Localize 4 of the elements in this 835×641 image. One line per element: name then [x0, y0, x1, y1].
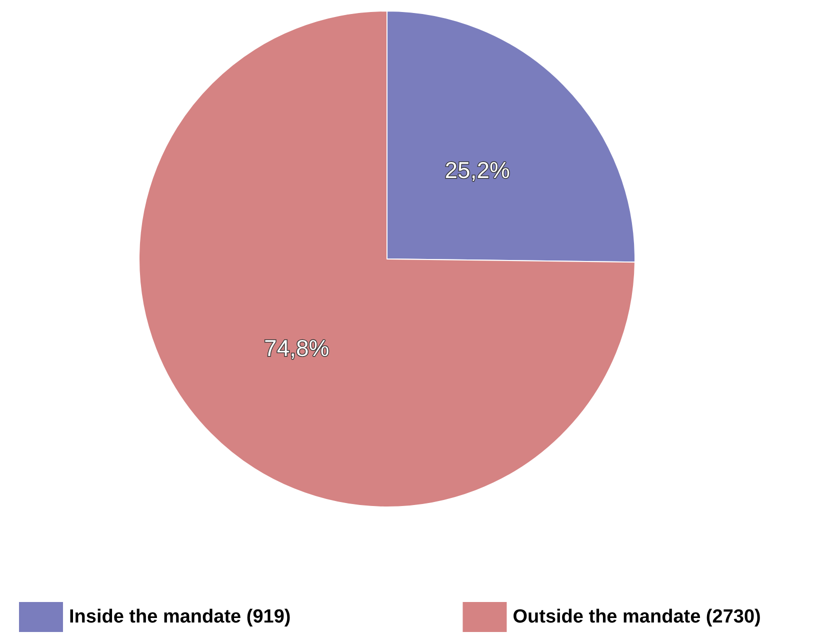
data-label: 25,2% — [444, 156, 510, 183]
legend-label: Outside the mandate (2730) — [512, 606, 761, 628]
data-label: 74,8% — [264, 335, 330, 362]
legend-label: Inside the mandate (919) — [69, 606, 291, 628]
